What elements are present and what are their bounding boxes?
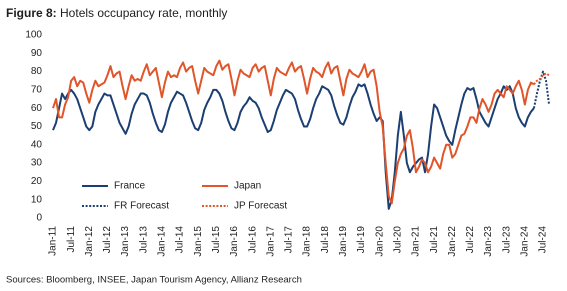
x-tick-label: Jan-23 [483, 226, 494, 257]
title-text: Hotels occupancy rate, monthly [60, 6, 227, 20]
x-tick-label: Jan-16 [229, 226, 240, 257]
y-tick-label: 20 [31, 176, 43, 187]
x-tick-label: Jul-23 [501, 226, 512, 254]
x-tick-label: Jan-11 [48, 226, 59, 256]
x-tick-label: Jul-20 [392, 226, 403, 254]
y-tick-label: 80 [31, 66, 43, 77]
x-tick-label: Jan-19 [338, 226, 349, 257]
title-label: Figure 8: [6, 6, 57, 20]
legend-label: Japan [234, 181, 261, 192]
y-tick-label: 70 [31, 85, 43, 96]
legend-label: FR Forecast [114, 201, 169, 212]
series-line [532, 70, 551, 109]
y-tick-label: 0 [36, 213, 42, 224]
x-tick-label: Jul-22 [465, 226, 476, 254]
series-line [533, 72, 550, 86]
chart-title: Figure 8: Hotels occupancy rate, monthly [6, 6, 227, 20]
x-tick-label: Jul-17 [284, 226, 295, 254]
x-tick-label: Jan-13 [120, 226, 131, 257]
x-tick-label: Jan-18 [302, 226, 313, 257]
x-tick-label: Jan-14 [157, 226, 168, 257]
y-tick-label: 10 [31, 194, 43, 205]
x-tick-label: Jul-21 [429, 226, 440, 254]
x-tick-label: Jul-18 [320, 226, 331, 254]
x-tick-label: Jul-19 [356, 226, 367, 254]
x-tick-label: Jan-21 [411, 226, 422, 257]
legend-label: France [114, 181, 146, 192]
y-tick-label: 100 [25, 30, 42, 41]
y-tick-label: 50 [31, 121, 43, 132]
y-tick-label: 30 [31, 158, 43, 169]
x-tick-label: Jul-15 [211, 226, 222, 254]
y-tick-label: 90 [31, 48, 43, 59]
series-line [52, 83, 535, 210]
series-line [52, 59, 535, 205]
source-note: Sources: Bloomberg, INSEE, Japan Tourism… [6, 275, 302, 286]
x-tick-label: Jul-12 [102, 226, 113, 254]
x-tick-label: Jan-24 [519, 226, 530, 257]
x-tick-label: Jan-17 [265, 226, 276, 257]
x-tick-label: Jan-22 [447, 226, 458, 257]
y-tick-label: 40 [31, 139, 43, 150]
x-tick-label: Jul-13 [138, 226, 149, 254]
x-tick-label: Jan-12 [84, 226, 95, 257]
y-tick-label: 60 [31, 103, 43, 114]
x-tick-label: Jul-16 [247, 226, 258, 254]
x-tick-label: Jan-15 [193, 226, 204, 257]
x-tick-label: Jul-24 [538, 226, 549, 254]
x-tick-label: Jul-11 [66, 226, 77, 253]
legend-label: JP Forecast [234, 201, 287, 212]
x-tick-label: Jul-14 [175, 226, 186, 254]
x-tick-label: Jan-20 [374, 226, 385, 257]
